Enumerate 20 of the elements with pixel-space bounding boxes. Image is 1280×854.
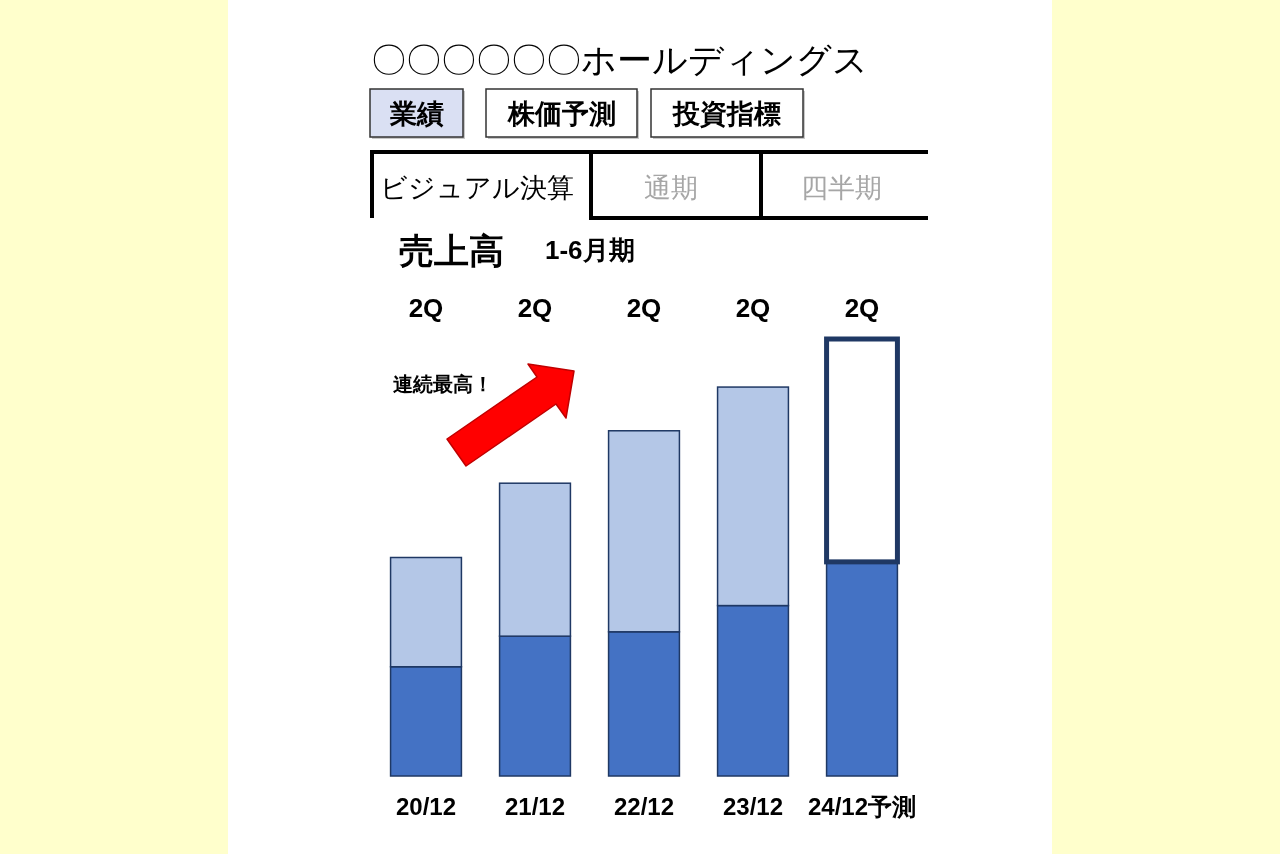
x-tick-label: 23/12 [722,793,784,820]
text: 〇〇〇〇〇〇ホールディングス [371,40,868,79]
text: 2Q [844,293,880,323]
text: 2Q [735,293,771,323]
text: ビジュアル決算 [380,173,574,203]
text: 2Q [517,293,553,323]
text: 2Q [626,293,662,323]
text: 業績 [388,99,444,129]
chart-subtitle: 1-6月期 [545,235,635,265]
text: 2Q [408,293,444,323]
x-tick-label: 20/12 [395,793,457,820]
annotation: 連続最高！ [393,373,493,395]
text: 通期 [644,173,698,203]
text: 株価予測 [506,99,616,129]
text: 投資指標 [672,99,781,129]
chart-title: 売上高 [399,231,504,270]
x-tick-label: 22/12 [613,793,675,820]
x-tick-label: 24/12予測 [807,793,917,820]
x-tick-label: 21/12 [504,793,566,820]
text: 四半期 [800,173,882,203]
